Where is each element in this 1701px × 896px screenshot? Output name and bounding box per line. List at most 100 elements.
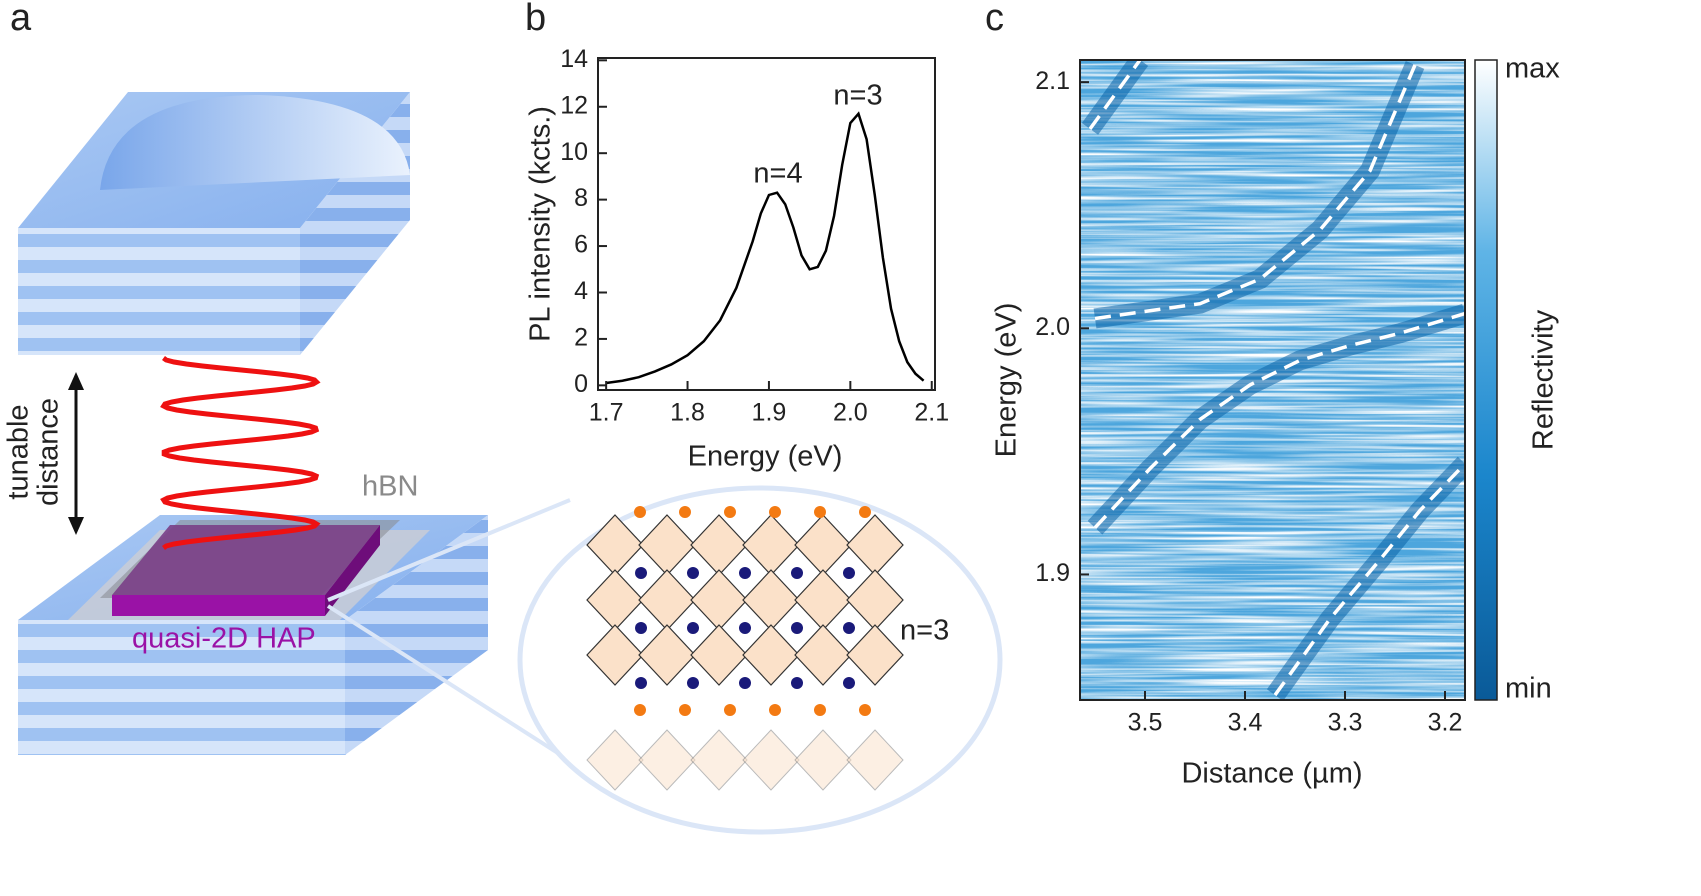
cation <box>687 567 699 579</box>
plot-frame <box>1079 59 1466 701</box>
schematic: tunable distance hBN quasi-2D HAP n=3 <box>3 92 1003 835</box>
x-tick-label: 1.8 <box>670 399 705 427</box>
mode-line <box>1093 311 1465 529</box>
octahedron <box>586 729 644 791</box>
arrow-head <box>68 517 84 535</box>
colorbar <box>1474 59 1498 701</box>
arrow-head <box>68 372 84 390</box>
y-tick-label: 6 <box>574 231 588 259</box>
octahedron <box>846 729 904 791</box>
plot-frame <box>597 57 936 391</box>
octahedron <box>638 624 696 686</box>
ligand <box>679 506 691 518</box>
x-tick-label: 2.1 <box>914 399 949 427</box>
x-tick-label: 3.5 <box>1128 709 1163 737</box>
ligand <box>724 704 736 716</box>
x-axis-label: Distance (µm) <box>1181 758 1362 790</box>
y-axis-label: PL intensity (kcts.) <box>525 106 557 342</box>
cation <box>687 622 699 634</box>
ligand <box>859 506 871 518</box>
cation <box>791 567 803 579</box>
colorbar-max: max <box>1505 53 1560 85</box>
mirror-front <box>18 228 300 355</box>
colorbar-label: Reflectivity <box>1528 309 1560 450</box>
octahedron <box>846 624 904 686</box>
y-tick-label: 2 <box>574 324 588 352</box>
mirror-side <box>345 515 488 755</box>
colorbar-min: min <box>1505 673 1552 705</box>
cation <box>739 622 751 634</box>
cation <box>635 567 647 579</box>
modes <box>1081 60 1465 700</box>
x-tick-label: 2.0 <box>833 399 868 427</box>
ligand <box>724 506 736 518</box>
x-tick-label: 3.2 <box>1428 709 1463 737</box>
x-axis-label: Energy (eV) <box>688 441 843 473</box>
ligand <box>859 704 871 716</box>
mode-line <box>1094 64 1417 321</box>
pl-chart: Energy (eV) PL intensity (kcts.) n=4 n=3… <box>525 45 949 473</box>
zoom-line <box>327 498 571 602</box>
dome <box>100 95 410 190</box>
hap-front <box>112 595 325 616</box>
pl-line <box>605 111 925 385</box>
ligand <box>679 704 691 716</box>
annotation: n=4 <box>753 158 802 190</box>
y-axis-label: Energy (eV) <box>991 303 1023 458</box>
octahedron <box>690 624 748 686</box>
octahedron <box>638 729 696 791</box>
octahedron <box>794 729 852 791</box>
ligand <box>769 704 781 716</box>
y-tick-label: 2.1 <box>1035 67 1070 95</box>
ligand <box>814 704 826 716</box>
mode-line <box>1088 60 1142 130</box>
octahedron <box>794 624 852 686</box>
cation <box>635 622 647 634</box>
cation <box>843 622 855 634</box>
cation <box>739 677 751 689</box>
ligand <box>634 506 646 518</box>
cation <box>843 677 855 689</box>
distance-label: tunable <box>3 404 35 499</box>
hbn-label: hBN <box>362 471 418 503</box>
x-tick-label: 3.3 <box>1328 709 1363 737</box>
cation <box>635 677 647 689</box>
octahedron <box>742 624 800 686</box>
octahedron <box>690 729 748 791</box>
x-tick-label: 1.9 <box>752 399 787 427</box>
distance-label: distance <box>33 398 65 506</box>
y-tick-label: 2.0 <box>1035 313 1070 341</box>
y-tick-label: 10 <box>560 138 588 166</box>
y-tick-label: 14 <box>560 45 588 73</box>
panel-label: b <box>525 0 546 39</box>
x-tick-label: 3.4 <box>1228 709 1263 737</box>
y-tick-label: 4 <box>574 277 588 305</box>
y-tick-label: 8 <box>574 184 588 212</box>
sample-label: quasi-2D HAP <box>132 623 316 655</box>
lattice <box>586 506 904 791</box>
panel-label: a <box>10 0 32 39</box>
inset-label: n=3 <box>900 615 949 647</box>
x-tick-label: 1.7 <box>589 399 624 427</box>
cation <box>687 677 699 689</box>
ligand <box>634 704 646 716</box>
y-tick-label: 0 <box>574 370 588 398</box>
ligand <box>769 506 781 518</box>
heatmap-chart: max min Reflectivity Distance (µm) Energ… <box>991 53 1561 790</box>
y-tick-label: 12 <box>560 91 588 119</box>
cation <box>791 677 803 689</box>
cation <box>843 567 855 579</box>
octahedron <box>586 624 644 686</box>
annotation: n=3 <box>833 80 882 112</box>
cation <box>791 622 803 634</box>
hap-side <box>325 525 380 616</box>
light-wave <box>160 355 321 551</box>
ligand <box>814 506 826 518</box>
panel-label: c <box>985 0 1004 39</box>
cation <box>739 567 751 579</box>
mirror-front <box>18 620 345 755</box>
octahedron <box>742 729 800 791</box>
y-tick-label: 1.9 <box>1035 559 1070 587</box>
mode-line <box>1273 462 1465 697</box>
